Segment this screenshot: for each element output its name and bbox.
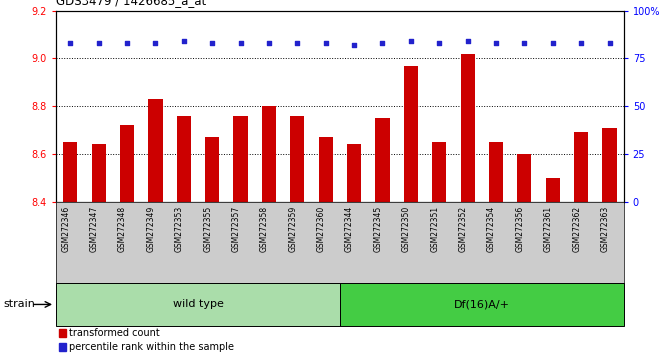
Text: wild type: wild type	[172, 299, 224, 309]
Point	[121, 40, 132, 46]
Text: GSM272356: GSM272356	[515, 206, 524, 252]
Point	[150, 40, 160, 46]
Text: GSM272345: GSM272345	[374, 206, 382, 252]
Point	[65, 40, 75, 46]
Text: GSM272357: GSM272357	[232, 206, 240, 252]
Bar	[376, 118, 389, 202]
Bar	[234, 116, 248, 202]
Text: GSM272353: GSM272353	[175, 206, 183, 252]
Point	[604, 40, 614, 46]
Text: GSM272351: GSM272351	[430, 206, 439, 252]
Bar	[432, 142, 446, 202]
Point	[434, 40, 444, 46]
Text: GSM272358: GSM272358	[260, 206, 269, 252]
Text: GSM272346: GSM272346	[61, 206, 70, 252]
Bar	[290, 116, 304, 202]
Text: GSM272347: GSM272347	[90, 206, 99, 252]
Text: GDS3479 / 1426685_a_at: GDS3479 / 1426685_a_at	[56, 0, 207, 7]
Text: Df(16)A/+: Df(16)A/+	[454, 299, 510, 309]
Bar	[319, 137, 333, 202]
Point	[405, 38, 416, 44]
Text: GSM272349: GSM272349	[147, 206, 155, 252]
Point	[292, 40, 302, 46]
Bar	[120, 125, 134, 202]
Text: GSM272354: GSM272354	[487, 206, 496, 252]
Text: GSM272355: GSM272355	[203, 206, 212, 252]
Bar	[177, 116, 191, 202]
Text: GSM272360: GSM272360	[317, 206, 325, 252]
Point	[320, 40, 331, 46]
Text: transformed count: transformed count	[69, 328, 160, 338]
Point	[263, 40, 274, 46]
Bar	[603, 128, 616, 202]
Text: GSM272352: GSM272352	[459, 206, 467, 252]
Point	[94, 40, 104, 46]
Point	[547, 40, 558, 46]
Bar	[517, 154, 531, 202]
Text: GSM272361: GSM272361	[544, 206, 552, 252]
Text: GSM272350: GSM272350	[402, 206, 411, 252]
Bar	[59, 329, 66, 337]
Bar	[63, 142, 77, 202]
Bar	[574, 132, 588, 202]
Bar	[461, 54, 475, 202]
Bar	[148, 99, 162, 202]
Point	[178, 38, 189, 44]
Text: GSM272344: GSM272344	[345, 206, 354, 252]
Point	[235, 40, 246, 46]
Text: GSM272362: GSM272362	[572, 206, 581, 252]
Point	[207, 40, 217, 46]
Point	[490, 40, 501, 46]
Text: percentile rank within the sample: percentile rank within the sample	[69, 342, 234, 352]
Bar	[347, 144, 361, 202]
Bar	[205, 137, 219, 202]
Text: GSM272359: GSM272359	[288, 206, 297, 252]
Bar	[546, 178, 560, 202]
Bar	[489, 142, 503, 202]
Point	[462, 38, 473, 44]
Bar	[92, 144, 106, 202]
Point	[576, 40, 586, 46]
Point	[348, 42, 359, 48]
Text: strain: strain	[3, 299, 35, 309]
Text: GSM272348: GSM272348	[118, 206, 127, 252]
Bar	[59, 343, 66, 351]
Point	[519, 40, 529, 46]
Text: GSM272363: GSM272363	[601, 206, 609, 252]
FancyBboxPatch shape	[340, 283, 624, 326]
Bar	[262, 106, 276, 202]
Point	[377, 40, 387, 46]
FancyBboxPatch shape	[56, 283, 340, 326]
Bar	[404, 65, 418, 202]
